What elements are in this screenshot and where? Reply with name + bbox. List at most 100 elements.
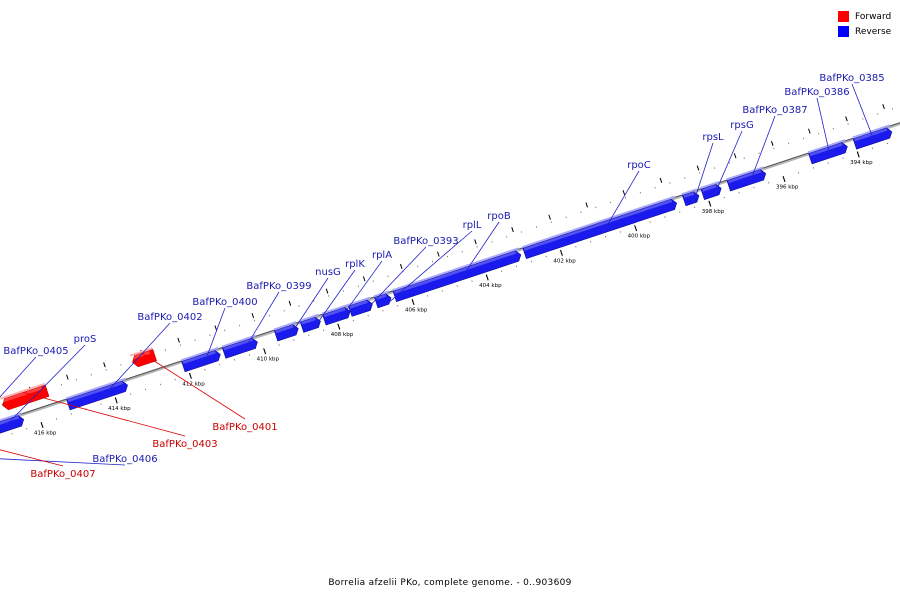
gene-arrow-BafPKo_0400[interactable]	[181, 349, 223, 373]
gene-label-rpoC[interactable]: rpoC	[627, 160, 651, 171]
below-major-tick	[251, 313, 255, 319]
below-major-tick	[733, 153, 737, 159]
gene-label-BafPKo_0387[interactable]: BafPKo_0387	[742, 105, 807, 116]
major-tick	[188, 372, 192, 379]
legend-label-reverse: Reverse	[855, 26, 892, 37]
below-major-tick	[437, 251, 440, 257]
gene-label-BafPKo_0403[interactable]: BafPKo_0403	[152, 439, 217, 450]
tick-label: 414 kbp	[108, 406, 131, 412]
below-major-tick	[325, 288, 329, 294]
gene-label-BafPKo_0399[interactable]: BafPKo_0399	[246, 281, 311, 292]
gene-arrow-rplA[interactable]	[322, 306, 352, 326]
gene-label-proS[interactable]: proS	[74, 334, 97, 345]
below-major-tick	[399, 263, 403, 269]
below-major-tick	[696, 165, 700, 171]
tick-label: 396 kbp	[776, 185, 799, 191]
gene-label-BafPKo_0401[interactable]: BafPKo_0401	[212, 422, 277, 433]
major-tick	[634, 225, 638, 232]
legend-item-forward: Forward	[838, 9, 891, 24]
leader-line	[0, 449, 64, 467]
leader-line	[203, 307, 226, 366]
gene-arrow-rpoB[interactable]	[392, 249, 523, 303]
gene-features	[0, 124, 894, 444]
leader-line	[713, 130, 743, 197]
below-major-tick	[808, 128, 811, 134]
gene-arrow-rpsL[interactable]	[682, 190, 700, 207]
gene-label-BafPKo_0405[interactable]: BafPKo_0405	[3, 346, 68, 357]
below-major-tick	[548, 214, 551, 220]
gene-arrow-rpoC[interactable]	[522, 198, 679, 260]
gene-arrow-BafPKo_0386[interactable]	[808, 141, 850, 165]
below-major-tick	[288, 300, 292, 306]
below-major-tick	[659, 177, 663, 183]
below-major-tick	[845, 116, 848, 122]
below-major-tick	[103, 362, 106, 368]
gene-arrow-rpsG[interactable]	[700, 183, 723, 200]
leader-line	[385, 230, 473, 306]
below-major-tick	[474, 239, 477, 245]
major-tick	[337, 323, 341, 330]
gene-label-BafPKo_0400[interactable]: BafPKo_0400	[192, 297, 257, 308]
legend-item-reverse: Reverse	[838, 24, 891, 39]
gene-label-rplA[interactable]: rplA	[372, 250, 392, 261]
leader-line	[141, 352, 246, 420]
leader-line	[312, 269, 356, 330]
major-tick	[782, 176, 786, 183]
legend-swatch-forward	[838, 11, 849, 22]
gene-label-BafPKo_0407[interactable]: BafPKo_0407	[30, 469, 95, 480]
leader-line	[22, 391, 186, 437]
gene-label-BafPKo_0386[interactable]: BafPKo_0386	[784, 87, 849, 98]
tick-label: 400 kbp	[628, 234, 651, 240]
leader-line	[459, 221, 500, 282]
gene-labels: BafPKo_0385 BafPKo_0386 BafPKo_0387 rpsG rps…	[0, 73, 885, 480]
leader-line	[748, 115, 776, 186]
gene-label-nusG[interactable]: nusG	[315, 267, 341, 278]
gene-label-BafPKo_0393[interactable]: BafPKo_0393	[393, 236, 458, 247]
gene-label-rpsG[interactable]: rpsG	[730, 120, 753, 131]
gene-label-BafPKo_0406[interactable]: BafPKo_0406	[92, 454, 157, 465]
tick-label: 412 kbp	[182, 381, 205, 387]
legend: Forward Reverse	[838, 9, 891, 39]
tick-label: 410 kbp	[257, 357, 280, 363]
gene-arrow-BafPKo_0402[interactable]	[66, 380, 130, 411]
tick-label: 406 kbp	[405, 308, 428, 314]
gene-label-BafPKo_0385[interactable]: BafPKo_0385	[819, 73, 884, 84]
leader-line	[692, 142, 714, 204]
gene-arrow-BafPKo_0385[interactable]	[852, 126, 894, 150]
leader-line	[851, 83, 876, 144]
leader-line	[288, 277, 329, 338]
tick-label: 404 kbp	[479, 283, 502, 289]
gene-arrow-BafPKo_0387[interactable]	[726, 168, 768, 192]
gene-arrow-nusG[interactable]	[273, 323, 300, 342]
gene-label-rplK[interactable]: rplK	[345, 259, 365, 270]
leader-line	[242, 291, 280, 353]
leader-line	[0, 458, 126, 466]
gene-label-rpoB[interactable]: rpoB	[487, 211, 511, 222]
genome-caption: Borrelia afzelii PKo, complete genome. -…	[328, 578, 572, 588]
below-major-tick	[585, 202, 589, 208]
gene-arrow-rplK[interactable]	[299, 316, 322, 333]
tick-label: 402 kbp	[553, 258, 576, 264]
major-tick	[40, 422, 44, 429]
below-major-tick	[214, 325, 218, 331]
leader-line	[816, 97, 831, 158]
gene-label-rplL[interactable]: rplL	[463, 220, 482, 231]
leader-line	[338, 260, 383, 322]
below-major-tick	[882, 104, 885, 110]
genome-backbone	[0, 122, 900, 424]
major-tick	[856, 151, 860, 158]
leader-line	[0, 356, 37, 398]
gene-arrow-BafPKo_0403[interactable]	[1, 384, 50, 411]
below-major-tick	[770, 140, 774, 146]
gene-arrow-BafPKo_0393[interactable]	[348, 299, 374, 317]
major-tick	[559, 249, 563, 256]
gene-label-BafPKo_0402[interactable]: BafPKo_0402	[137, 312, 202, 323]
major-tick	[263, 348, 267, 355]
major-tick	[411, 299, 415, 306]
gene-label-rpsL[interactable]: rpsL	[702, 132, 724, 143]
legend-label-forward: Forward	[855, 11, 892, 22]
below-major-tick	[66, 374, 69, 380]
leader-line	[99, 322, 171, 401]
major-tick	[485, 274, 489, 281]
